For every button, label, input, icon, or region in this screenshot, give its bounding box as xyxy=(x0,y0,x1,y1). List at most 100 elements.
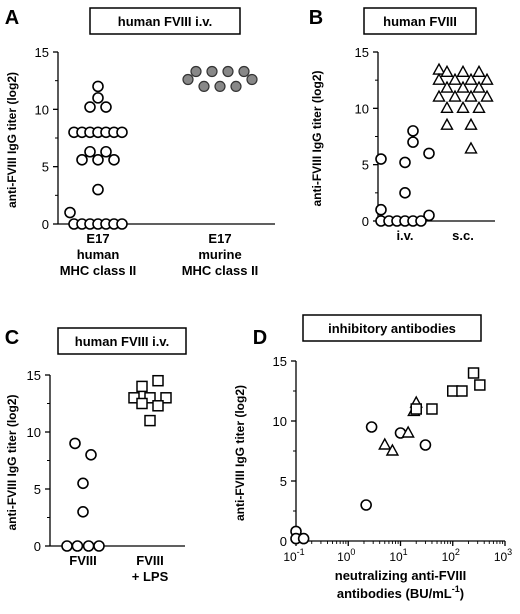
category-label: s.c. xyxy=(452,228,474,243)
point xyxy=(190,65,202,78)
point xyxy=(464,89,478,102)
y-tick-label: 15 xyxy=(27,368,41,383)
point xyxy=(71,540,84,552)
point xyxy=(440,80,454,93)
point xyxy=(464,72,478,85)
category-label: E17 xyxy=(86,231,109,246)
point xyxy=(214,80,226,93)
x-tick-label: 102 xyxy=(442,547,460,564)
point xyxy=(385,443,400,456)
panel-letter: C xyxy=(5,327,19,349)
y-axis: 0 5 10 15 10-1 100 101 102 103 xyxy=(273,354,513,564)
panel-title: human FVIII xyxy=(383,14,457,29)
point xyxy=(440,64,454,77)
point xyxy=(85,448,97,461)
point xyxy=(206,65,218,78)
panel-letter: B xyxy=(309,7,323,29)
point xyxy=(378,437,392,450)
point xyxy=(472,64,486,77)
point xyxy=(426,403,438,415)
point xyxy=(82,540,95,552)
point xyxy=(448,72,462,85)
panel-title: inhibitory antibodies xyxy=(328,321,456,336)
category-label: i.v. xyxy=(396,228,413,243)
point xyxy=(144,414,156,427)
y-tick-label: 0 xyxy=(34,539,41,554)
point xyxy=(297,532,310,545)
point xyxy=(419,439,432,451)
panel-letter: D xyxy=(253,327,267,349)
title-box xyxy=(89,7,241,35)
point xyxy=(399,156,411,169)
point xyxy=(84,101,96,113)
point xyxy=(61,540,73,552)
point xyxy=(467,367,480,379)
title-box xyxy=(363,7,477,35)
y-tick-label: 0 xyxy=(280,534,287,549)
title-box xyxy=(302,314,482,342)
y-tick-label: 5 xyxy=(42,160,49,175)
point xyxy=(116,218,128,230)
point xyxy=(93,540,105,552)
category-label: MHC class II xyxy=(60,263,137,278)
panel-title: human FVIII i.v. xyxy=(75,334,169,349)
point xyxy=(160,392,172,404)
data-points xyxy=(375,62,494,227)
point xyxy=(423,209,435,222)
category-label: human xyxy=(77,247,120,262)
point xyxy=(415,215,427,227)
point xyxy=(136,397,148,410)
y-axis: 0 5 10 15 xyxy=(27,368,185,554)
point xyxy=(440,117,454,130)
y-tick-label: 10 xyxy=(355,101,369,116)
y-tick-label: 0 xyxy=(362,214,369,229)
point xyxy=(92,92,104,104)
category-label: FVIII xyxy=(136,553,163,568)
point xyxy=(456,385,468,397)
point xyxy=(92,153,104,166)
point xyxy=(108,153,120,166)
title-box xyxy=(57,327,187,355)
data-points xyxy=(61,374,172,552)
category-label: murine xyxy=(198,247,241,262)
point xyxy=(410,403,422,415)
point xyxy=(399,187,411,199)
point xyxy=(401,425,415,438)
y-tick-label: 10 xyxy=(273,414,287,429)
point xyxy=(456,100,470,114)
category-label: E17 xyxy=(208,231,231,246)
point xyxy=(456,80,470,93)
point xyxy=(375,153,387,165)
data-points xyxy=(290,367,486,545)
point xyxy=(76,153,88,166)
y-axis: 0 5 10 15 xyxy=(355,45,495,229)
x-tick-label: 10-1 xyxy=(283,547,304,564)
point xyxy=(456,64,470,77)
point xyxy=(246,73,258,86)
point xyxy=(92,80,104,93)
point xyxy=(432,89,446,102)
panel-letter: A xyxy=(5,7,19,29)
point xyxy=(238,65,250,78)
point xyxy=(480,72,494,85)
x-tick-label: 103 xyxy=(494,547,512,564)
point xyxy=(77,477,89,490)
point xyxy=(375,203,387,216)
point xyxy=(64,206,76,219)
point xyxy=(222,65,234,78)
y-axis-label: anti-FVIII IgG titer (log2) xyxy=(310,71,324,207)
point xyxy=(100,145,112,158)
y-tick-label: 10 xyxy=(27,425,41,440)
point xyxy=(440,100,454,114)
y-tick-label: 5 xyxy=(280,474,287,489)
point xyxy=(100,101,112,113)
y-axis-label: anti-FVIII IgG titer (log2) xyxy=(5,395,19,531)
point xyxy=(84,145,96,158)
y-tick-label: 15 xyxy=(355,45,369,60)
point xyxy=(92,183,104,196)
point xyxy=(464,117,478,130)
data-points xyxy=(64,65,258,230)
